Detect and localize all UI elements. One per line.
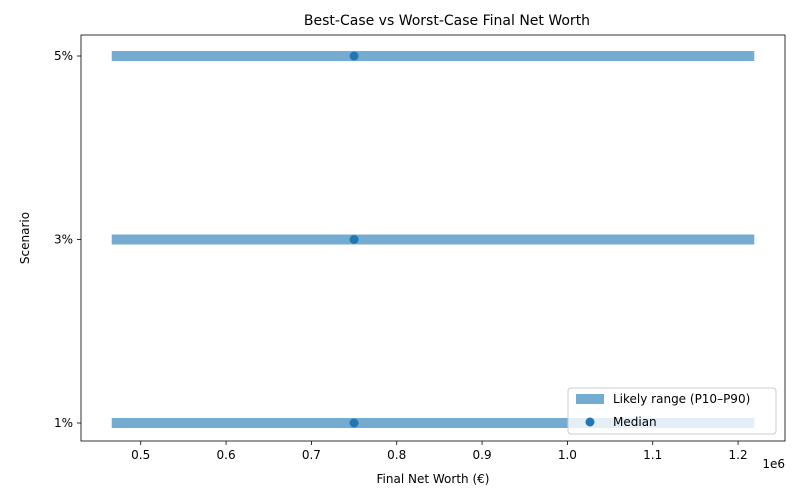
x-tick-label-0: 0.5 <box>131 448 150 462</box>
x-axis-label: Final Net Worth (€) <box>377 472 490 486</box>
median-point-1 <box>349 235 359 244</box>
x-tick-label-3: 0.8 <box>387 448 406 462</box>
range-bar-0 <box>111 418 755 428</box>
x-tick-label-5: 1.0 <box>558 448 577 462</box>
legend-range-label: Likely range (P10–P90) <box>613 392 750 406</box>
legend-median-marker <box>585 417 595 427</box>
y-axis-label: Scenario <box>18 212 32 264</box>
legend: Likely range (P10–P90) Median <box>567 387 777 435</box>
range-bar-2 <box>111 51 755 61</box>
legend-range-swatch <box>576 394 604 404</box>
x-offset-label: 1e6 <box>762 457 785 471</box>
x-tick-label-7: 1.2 <box>729 448 748 462</box>
x-tick-label-6: 1.1 <box>643 448 662 462</box>
median-point-2 <box>349 51 359 61</box>
y-tick-label-1: 3% <box>54 233 73 247</box>
x-tick-label-2: 0.7 <box>302 448 321 462</box>
plot-frame <box>80 34 786 442</box>
x-tick-label-1: 0.6 <box>217 448 236 462</box>
x-tick-label-4: 0.9 <box>473 448 492 462</box>
median-point-0 <box>349 418 359 428</box>
legend-median-label: Median <box>613 415 657 429</box>
y-tick-label-0: 1% <box>54 416 73 430</box>
y-axis: 1% 3% 5% <box>54 49 81 430</box>
chart-title: Best-Case vs Worst-Case Final Net Worth <box>304 13 590 29</box>
plot-area <box>111 51 755 428</box>
legend-box <box>567 387 777 435</box>
x-axis: 0.5 0.6 0.7 0.8 0.9 1.0 1.1 1.2 <box>131 441 748 462</box>
y-tick-label-2: 5% <box>54 49 73 63</box>
range-bar-1 <box>111 234 755 245</box>
